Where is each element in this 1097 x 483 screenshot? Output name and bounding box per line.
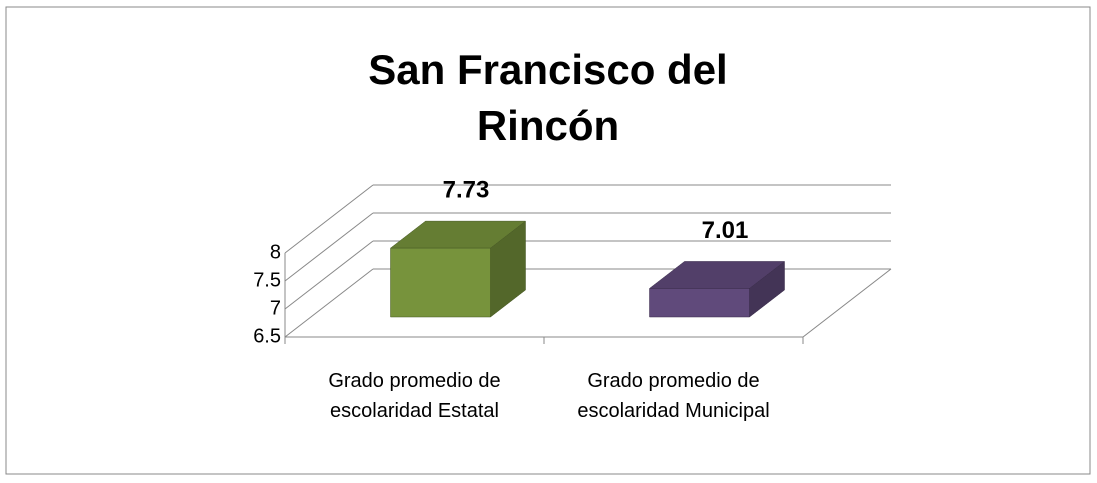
y-tick-label: 7	[270, 297, 281, 319]
x-tick-label: Grado promedio de escolaridad Estatal	[328, 370, 501, 422]
grid-line	[284, 268, 374, 338]
chart-border	[5, 6, 1091, 475]
y-tick-label: 6.5	[253, 325, 281, 347]
grid-line	[284, 184, 374, 254]
grid-line	[284, 212, 374, 282]
data-label: 7.01	[702, 217, 749, 244]
bar-front	[649, 288, 750, 318]
bar-front	[390, 247, 491, 318]
data-label: 7.73	[443, 176, 490, 203]
y-tick-label: 7.5	[253, 269, 281, 291]
y-tick-label: 8	[270, 241, 281, 263]
grid-line	[284, 240, 374, 310]
bar	[648, 260, 786, 318]
bar	[389, 220, 527, 318]
x-tick-label: Grado promedio de escolaridad Municipal	[577, 370, 770, 422]
floor	[285, 268, 892, 338]
chart-title: San Francisco del Rincón	[368, 46, 728, 149]
